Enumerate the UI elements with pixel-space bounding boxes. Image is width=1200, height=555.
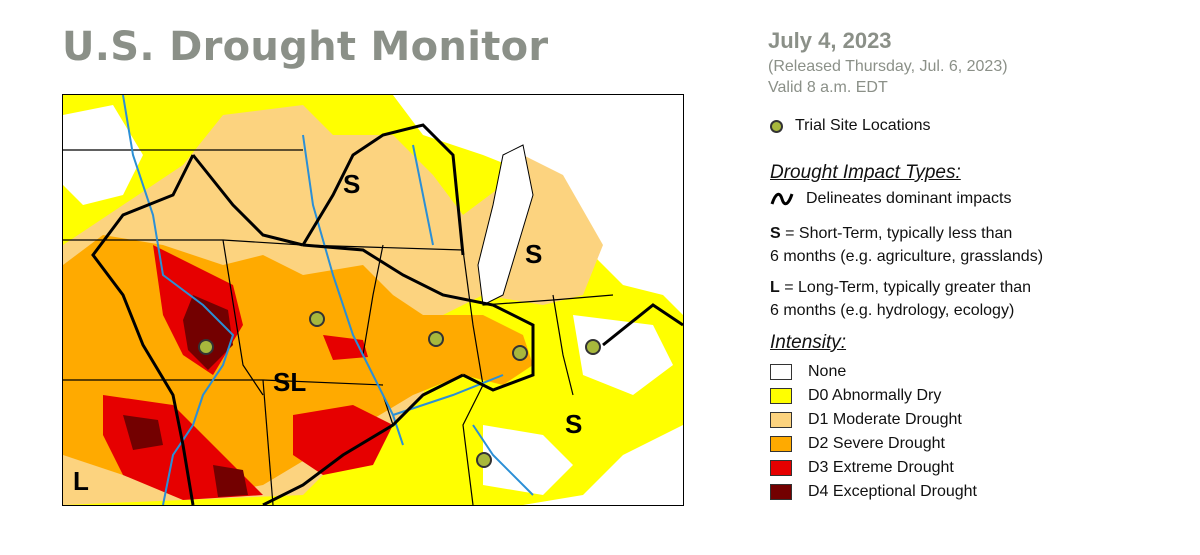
legend-item-none: None	[770, 360, 977, 384]
legend-item-d3: D3 Extreme Drought	[770, 456, 977, 480]
trial-sites	[198, 311, 601, 468]
impact-label-s2: S	[525, 239, 542, 269]
trial-site-marker	[585, 339, 601, 355]
trial-site-marker	[198, 339, 214, 355]
trial-legend: Trial Site Locations	[770, 117, 930, 135]
short-term-key: S	[770, 225, 781, 242]
legend-label: D4 Exceptional Drought	[808, 483, 977, 500]
long-term-description: L = Long-Term, typically greater than 6 …	[770, 276, 1031, 322]
lake-michigan	[477, 144, 534, 306]
legend-swatch	[770, 484, 792, 500]
map-date: July 4, 2023	[768, 28, 892, 53]
impact-label-s3: S	[565, 409, 582, 439]
legend-item-d4: D4 Exceptional Drought	[770, 480, 977, 504]
d3-region-mid	[293, 405, 393, 475]
legend-swatch	[770, 460, 792, 476]
delineation-label: Delineates dominant impacts	[806, 190, 1012, 207]
legend-item-d0: D0 Abnormally Dry	[770, 384, 977, 408]
legend-label: D0 Abnormally Dry	[808, 387, 942, 404]
legend-swatch	[770, 364, 792, 380]
impact-label-l: L	[73, 466, 89, 496]
legend-label: D2 Severe Drought	[808, 435, 945, 452]
rivers	[122, 95, 534, 505]
legend-label: None	[808, 363, 847, 380]
page-title: U.S. Drought Monitor	[62, 24, 549, 70]
d4-region	[183, 295, 233, 370]
long-term-text-a: = Long-Term, typically greater than	[779, 279, 1032, 296]
trial-label: Trial Site Locations	[795, 117, 931, 134]
state-boundaries	[63, 149, 614, 505]
impact-boundaries	[91, 123, 683, 505]
no-drought-se	[483, 425, 573, 495]
release-note: (Released Thursday, Jul. 6, 2023)	[768, 58, 1008, 75]
valid-time: Valid 8 a.m. EDT	[768, 79, 888, 96]
legend-swatch	[770, 412, 792, 428]
long-term-text-b: 6 months (e.g. hydrology, ecology)	[770, 302, 1015, 319]
short-term-text-a: = Short-Term, typically less than	[780, 225, 1013, 242]
d4-region-south	[123, 415, 163, 450]
drought-map: S S S SL L	[62, 94, 684, 506]
squiggle-line-icon	[770, 192, 794, 206]
legend-item-d1: D1 Moderate Drought	[770, 408, 977, 432]
intensity-legend: None D0 Abnormally Dry D1 Moderate Droug…	[770, 360, 977, 504]
impact-label-sl: SL	[273, 367, 306, 397]
impact-label-s1: S	[343, 169, 360, 199]
legend-label: D1 Moderate Drought	[808, 411, 962, 428]
impact-heading: Drought Impact Types:	[770, 162, 961, 183]
delineation-legend: Delineates dominant impacts	[770, 190, 1011, 208]
legend-swatch	[770, 388, 792, 404]
legend-item-d2: D2 Severe Drought	[770, 432, 977, 456]
short-term-text-b: 6 months (e.g. agriculture, grasslands)	[770, 248, 1044, 265]
no-drought-ne	[573, 315, 673, 395]
short-term-description: S = Short-Term, typically less than 6 mo…	[770, 222, 1043, 268]
trial-site-icon	[770, 119, 783, 133]
long-term-key: L	[770, 279, 780, 296]
trial-site-marker	[428, 331, 444, 347]
no-drought-nw	[63, 105, 143, 205]
legend-swatch	[770, 436, 792, 452]
trial-site-marker	[309, 311, 325, 327]
legend-label: D3 Extreme Drought	[808, 459, 954, 476]
d4-region-south2	[213, 465, 248, 497]
trial-site-marker	[476, 452, 492, 468]
trial-site-marker	[512, 345, 528, 361]
intensity-heading: Intensity:	[770, 332, 847, 353]
